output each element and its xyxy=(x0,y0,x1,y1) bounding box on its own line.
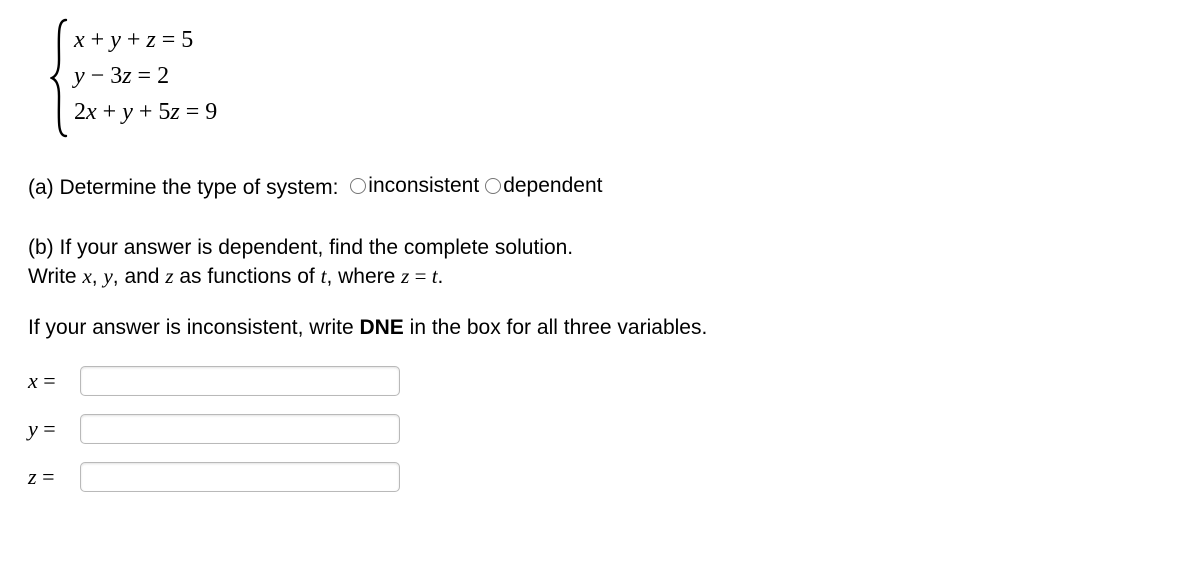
system-type-radio-group: inconsistent dependent xyxy=(344,174,602,198)
equation-3: 2x + y + 5z = 9 xyxy=(74,94,217,130)
part-a-prompt: (a) Determine the type of system: xyxy=(28,176,344,199)
equation-1: x + y + z = 5 xyxy=(74,22,217,58)
y-label: y = xyxy=(28,416,80,442)
part-b: (b) If your answer is dependent, find th… xyxy=(28,234,1172,292)
inconsistent-radio[interactable] xyxy=(350,178,366,194)
left-brace-icon xyxy=(50,18,70,134)
answer-row-x: x = xyxy=(28,366,1172,396)
answer-inputs: x = y = z = xyxy=(28,366,1172,492)
z-label: z = xyxy=(28,464,80,490)
dependent-option[interactable]: dependent xyxy=(483,174,602,198)
equation-list: x + y + z = 5 y − 3z = 2 2x + y + 5z = 9 xyxy=(70,18,217,134)
y-input[interactable] xyxy=(80,414,400,444)
inconsistent-instruction: If your answer is inconsistent, write DN… xyxy=(28,316,1172,340)
part-a: (a) Determine the type of system: incons… xyxy=(28,174,1172,200)
x-label: x = xyxy=(28,368,80,394)
z-input[interactable] xyxy=(80,462,400,492)
dependent-radio[interactable] xyxy=(485,178,501,194)
equation-2: y − 3z = 2 xyxy=(74,58,217,94)
equation-system: x + y + z = 5 y − 3z = 2 2x + y + 5z = 9 xyxy=(50,18,1172,134)
part-b-line1: (b) If your answer is dependent, find th… xyxy=(28,234,1172,262)
answer-row-y: y = xyxy=(28,414,1172,444)
question-page: x + y + z = 5 y − 3z = 2 2x + y + 5z = 9… xyxy=(0,0,1200,581)
answer-row-z: z = xyxy=(28,462,1172,492)
inconsistent-option[interactable]: inconsistent xyxy=(348,174,479,198)
inconsistent-label: inconsistent xyxy=(368,174,479,198)
x-input[interactable] xyxy=(80,366,400,396)
dependent-label: dependent xyxy=(503,174,602,198)
part-b-line2: Write x, y, and z as functions of t, whe… xyxy=(28,262,1172,291)
